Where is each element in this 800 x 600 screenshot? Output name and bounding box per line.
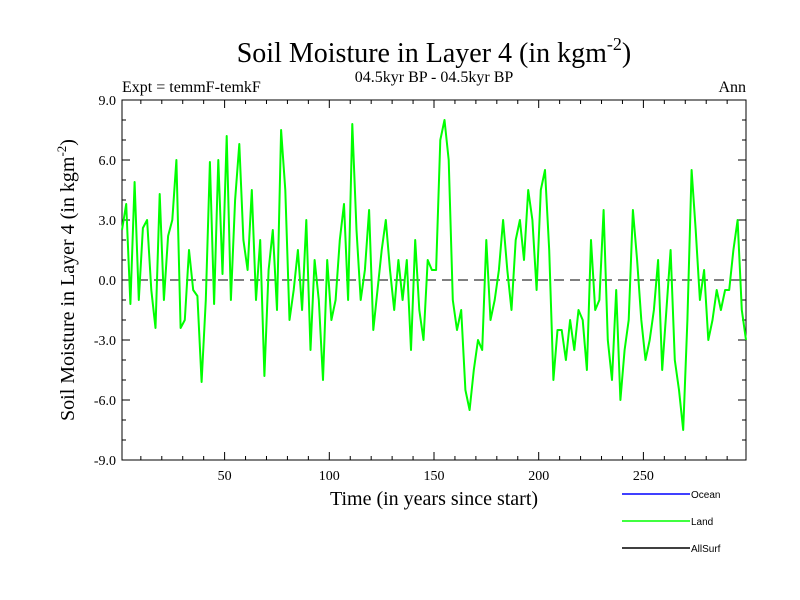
- chart-title-close: ): [622, 38, 631, 69]
- x-tick-label: 250: [633, 469, 654, 484]
- y-tick-label: -3.0: [94, 334, 116, 349]
- x-axis-label: Time (in years since start): [330, 488, 538, 510]
- x-tick-label: 50: [218, 469, 232, 484]
- y-axis-label-main: Soil Moisture in Layer 4 (in kgm: [57, 156, 79, 421]
- chart-title: Soil Moisture in Layer 4 (in kgm-2): [237, 34, 632, 69]
- chart-title-main: Soil Moisture in Layer 4 (in kgm: [237, 38, 607, 69]
- series-land-line: [121, 119, 747, 431]
- y-tick-label: 6.0: [99, 154, 117, 169]
- chart-title-sup: -2: [607, 34, 622, 54]
- y-tick-label: 0.0: [99, 274, 117, 289]
- subtitle-right: Ann: [718, 79, 746, 96]
- y-tick-label: 9.0: [99, 94, 117, 109]
- legend-label-ocean: Ocean: [691, 490, 720, 501]
- x-tick-label: 200: [528, 469, 549, 484]
- y-axis-label-close: ): [57, 139, 79, 146]
- subtitle-left: Expt = temmF-temkF: [122, 79, 261, 96]
- subtitle-center: 04.5kyr BP - 04.5kyr BP: [355, 69, 514, 86]
- y-tick-label: -9.0: [94, 454, 116, 469]
- y-axis-label: Soil Moisture in Layer 4 (in kgm-2): [54, 139, 79, 421]
- x-tick-label: 100: [319, 469, 340, 484]
- y-axis-label-sup: -2: [54, 146, 69, 157]
- y-tick-label: 3.0: [99, 214, 117, 229]
- y-tick-label: -6.0: [94, 394, 116, 409]
- x-axis-ticks: 50 100 150 200 250: [140, 100, 728, 484]
- legend: Ocean Land AllSurf: [622, 490, 721, 555]
- x-tick-label: 150: [424, 469, 445, 484]
- legend-label-allsurf: AllSurf: [691, 544, 721, 555]
- legend-label-land: Land: [691, 517, 713, 528]
